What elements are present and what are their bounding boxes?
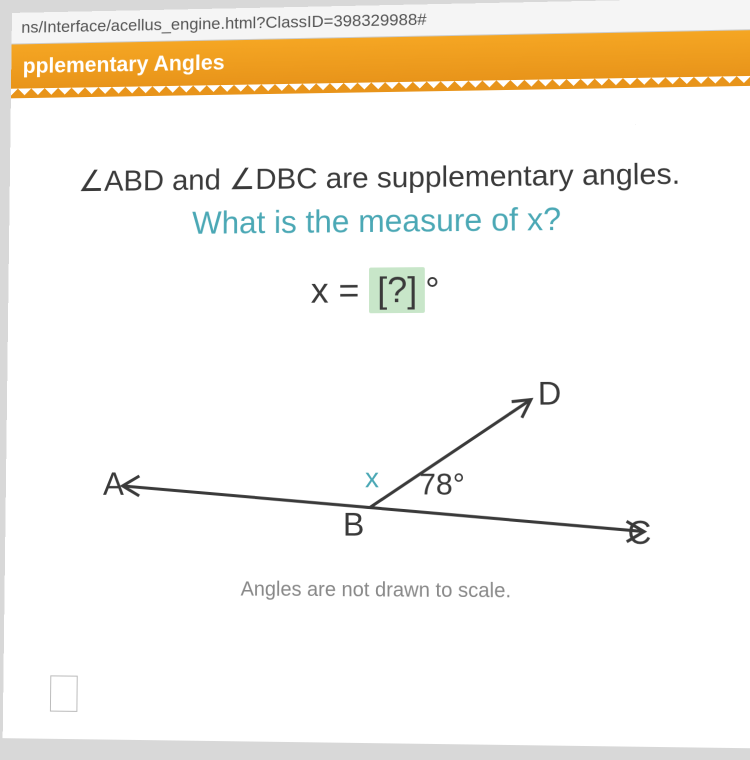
angle-x-label: x [365,462,379,494]
problem-statement-1: ∠ABD and ∠DBC are supplementary angles. [38,156,722,199]
angle-78-label: 78° [419,468,465,502]
lesson-title: pplementary Angles [23,50,225,78]
point-C-label: C [627,514,651,552]
problem-statement-2: What is the measure of x? [38,199,723,243]
answer-input[interactable] [50,675,78,712]
angle-diagram: A B C D x 78° [97,357,660,571]
content-area: ∠ABD and ∠DBC are supplementary angles. … [3,86,750,749]
point-A-label: A [103,466,124,503]
point-B-label: B [343,506,364,543]
answer-input-box[interactable]: [?] [369,267,425,313]
eq-degree: ° [425,269,439,310]
equation-line: x = [?]° [37,265,724,316]
point-D-label: D [538,375,562,412]
eq-left: x = [311,270,370,311]
scale-footnote: Angles are not drawn to scale. [34,577,728,605]
